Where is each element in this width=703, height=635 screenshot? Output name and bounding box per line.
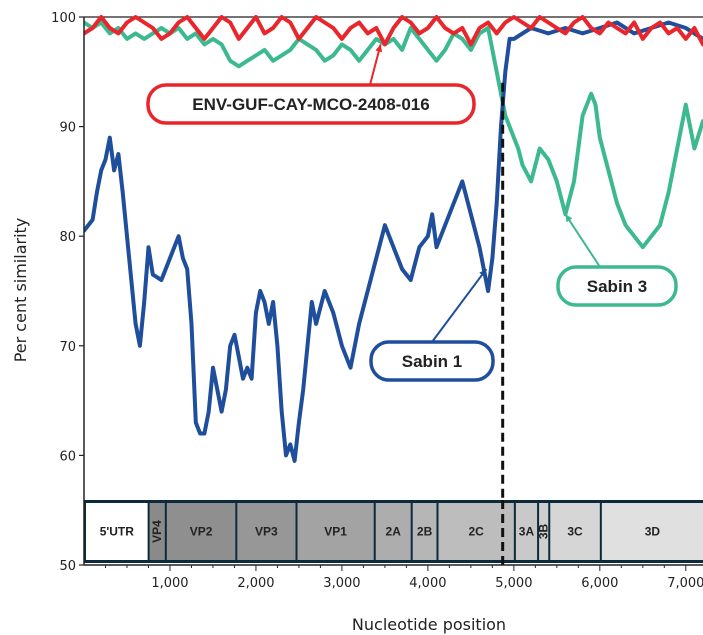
genome-region-label: 5'UTR <box>100 525 135 539</box>
genome-region-label: VP1 <box>324 525 347 539</box>
genome-region-3a <box>515 503 538 560</box>
y-tick-label: 100 <box>51 11 76 26</box>
genome-region-label: 3B <box>537 523 551 539</box>
callout-pointer <box>564 213 601 268</box>
x-tick-label: 2,000 <box>237 576 274 591</box>
genome-region-vp4 <box>149 503 165 560</box>
x-tick-label: 1,000 <box>151 576 188 591</box>
genome-region-5utr <box>86 503 148 560</box>
genome-region-2b <box>412 503 437 560</box>
x-tick-label: 4,000 <box>409 576 446 591</box>
genome-region-label: 3A <box>519 525 535 539</box>
x-tick-label: 7,000 <box>667 576 703 591</box>
x-axis-title: Nucleotide position <box>352 615 506 634</box>
genome-region-2a <box>375 503 411 560</box>
genome-region-label: VP2 <box>190 525 213 539</box>
genome-region-3c <box>550 503 600 560</box>
callout-pointer <box>431 268 488 343</box>
series-lines <box>84 15 703 463</box>
series-line-env-guf-cay-mco-2408-016 <box>84 15 703 47</box>
x-tick-label: 5,000 <box>495 576 532 591</box>
x-tick-label: 3,000 <box>323 576 360 591</box>
callout-arrowhead <box>375 44 383 53</box>
series-line-sabin-3 <box>84 20 703 250</box>
y-tick-label: 70 <box>59 340 76 355</box>
x-tick-label: 6,000 <box>581 576 618 591</box>
callout-box <box>146 83 476 125</box>
genome-region-vp3 <box>237 503 296 560</box>
y-tick-label: 60 <box>59 449 76 464</box>
genome-region-vp1 <box>297 503 374 560</box>
genome-region-3b <box>539 503 549 560</box>
callout-box <box>369 340 495 382</box>
genome-region-label: 2C <box>469 525 485 539</box>
y-tick-label: 50 <box>59 559 76 574</box>
genome-map: 5'UTR VP4 VP2 VP3 VP1 2A 2B 2C 3A 3B 3C 3D <box>84 500 703 563</box>
callout-box <box>556 265 678 307</box>
callout-label: Sabin 1 <box>402 352 462 371</box>
y-tick-label: 90 <box>59 121 76 136</box>
genome-region-label: VP3 <box>255 525 278 539</box>
genome-region-label: 3C <box>567 525 583 539</box>
axes: 50 60 70 80 90 100 1,000 2,000 3,000 4,000 5,000 6,… <box>51 11 703 591</box>
y-tick-label: 80 <box>59 230 76 245</box>
series-line-sabin-1 <box>84 20 703 463</box>
series-callouts: ENV-GUF-CAY-MCO-2408-016 Sabin 1 Sabin 3 <box>146 44 678 382</box>
callout-label: Sabin 3 <box>587 277 647 296</box>
genome-region-label: 2B <box>417 525 433 539</box>
callout-arrowhead <box>479 269 487 277</box>
genome-region-vp2 <box>166 503 236 560</box>
callout-label: ENV-GUF-CAY-MCO-2408-016 <box>192 95 429 114</box>
y-axis-title: Per cent similarity <box>11 218 30 363</box>
callout-arrowhead <box>565 214 573 223</box>
genome-region-label: 2A <box>386 525 402 539</box>
genome-region-label: VP4 <box>150 520 164 543</box>
genome-region-label: 3D <box>645 525 661 539</box>
genome-region-3d <box>601 503 703 560</box>
